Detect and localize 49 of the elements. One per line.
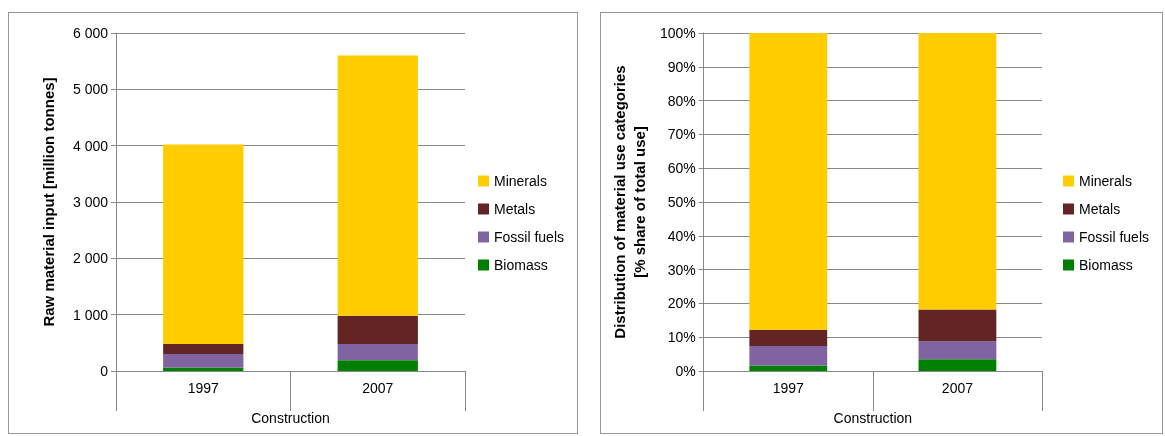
- y-tick-label: 0: [100, 363, 109, 379]
- y-tick-label: 2 000: [72, 250, 109, 267]
- legend-label: Metals: [493, 201, 536, 217]
- bar: [163, 144, 244, 344]
- bar: [918, 309, 997, 342]
- y-tick-label: 50%: [667, 194, 696, 210]
- y-tick-label: 100%: [659, 25, 696, 41]
- bar: [337, 360, 418, 371]
- y-tick-label: 10%: [667, 329, 696, 346]
- y-tick-label: 1 000: [72, 306, 109, 323]
- legend-label: Minerals: [493, 173, 547, 189]
- bar: [918, 33, 997, 310]
- legend-label: Fossil fuels: [493, 229, 565, 245]
- legend-label: Fossil fuels: [1078, 229, 1150, 245]
- y-tick-label: 3 000: [72, 194, 109, 210]
- bar: [749, 33, 828, 330]
- bar: [163, 343, 244, 355]
- y-tick-label: 60%: [667, 160, 696, 177]
- bar: [337, 55, 418, 316]
- bar: [749, 345, 828, 366]
- legend-label: Metals: [1078, 201, 1121, 217]
- x-tick-label: 2007: [362, 380, 394, 396]
- y-axis-title: Raw material input [million tonnes]: [39, 77, 57, 327]
- y-tick-label: 90%: [667, 58, 696, 75]
- bar: [918, 341, 997, 360]
- y-tick-label: 5 000: [72, 81, 109, 98]
- y-tick-label: 80%: [667, 92, 696, 109]
- y-tick-label: 20%: [667, 295, 696, 312]
- x-axis-title: Construction: [251, 410, 330, 426]
- bar: [749, 365, 828, 371]
- y-tick-label: 4 000: [72, 137, 109, 154]
- x-tick-label: 1997: [187, 380, 220, 396]
- x-tick-label: 2007: [941, 380, 974, 396]
- legend-label: Biomass: [1078, 257, 1133, 273]
- y-tick-label: 40%: [667, 227, 696, 244]
- x-axis-title: Construction: [833, 410, 913, 426]
- bar: [163, 354, 244, 368]
- y-tick-label: 30%: [667, 261, 696, 278]
- y-tick-label: 0%: [675, 363, 696, 379]
- y-tick-label: 70%: [667, 126, 696, 143]
- bar: [337, 315, 418, 344]
- legend-label: Minerals: [1078, 173, 1132, 189]
- x-tick-label: 1997: [772, 380, 805, 396]
- bar: [749, 329, 828, 346]
- y-tick-label: 6 000: [72, 25, 109, 41]
- bar: [918, 359, 997, 371]
- y-axis-title: Distribution of material use categories [% share of total use]: [610, 65, 648, 339]
- bar: [337, 343, 418, 361]
- legend-label: Biomass: [493, 257, 548, 273]
